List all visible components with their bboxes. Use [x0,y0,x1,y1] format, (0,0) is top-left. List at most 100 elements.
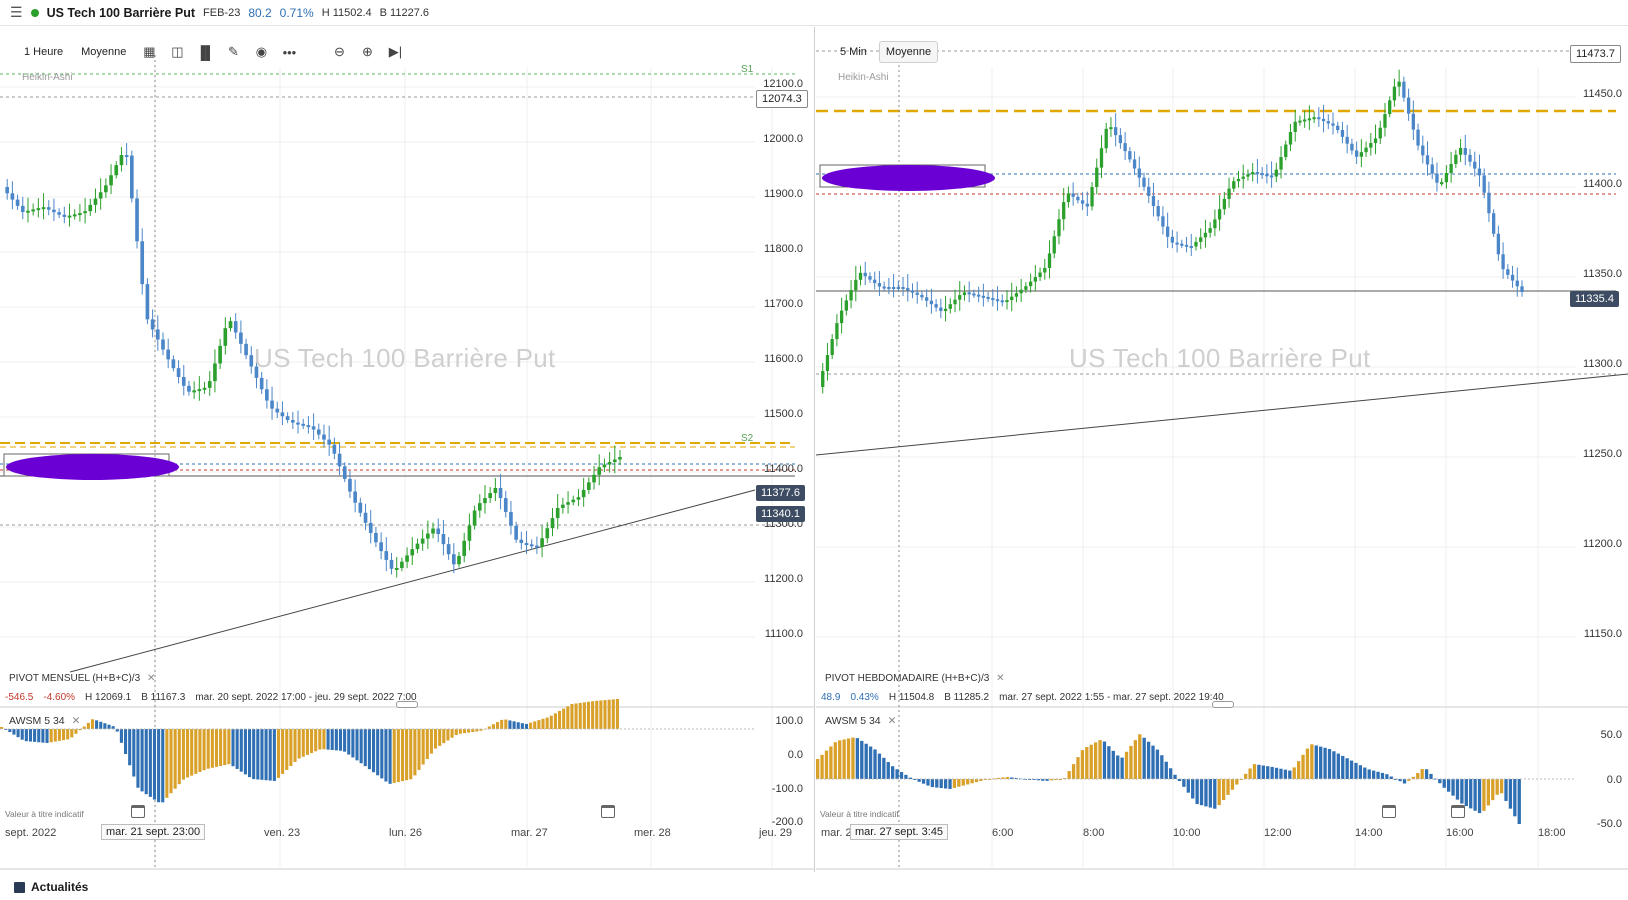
oscillator-bar [115,729,119,732]
candle-body [218,345,222,364]
bar-chart-icon[interactable]: ▐▌ [196,44,215,60]
oscillator-bar [1314,745,1318,779]
panel-resize-handle[interactable] [1212,701,1234,708]
awsm-indicator-label[interactable]: AWSM 5 34 ✕ [825,715,896,727]
pivot-indicator-label[interactable]: PIVOT MENSUEL (H+B+C)/3 ✕ [9,673,155,684]
awsm-indicator-label[interactable]: AWSM 5 34 ✕ [9,715,80,727]
candle-body [1251,172,1255,175]
candle-body [135,198,139,242]
candle-body [176,368,181,377]
candle-body [514,525,518,540]
oscillator-bar [314,729,318,752]
oscillator-bar [49,729,53,743]
zoom-in-icon[interactable]: ⊕ [361,44,373,59]
oscillator-bar [119,729,123,743]
zoom-out-icon[interactable]: ⊖ [333,44,345,59]
oscillator-bar [1371,770,1376,779]
candle-body [943,308,948,311]
oscillator-bar [471,729,475,733]
timeframe-button[interactable]: 1 Heure [24,46,64,58]
oscillator-bar [1129,745,1133,779]
oscillator-bar [1155,749,1160,779]
close-icon[interactable]: ✕ [996,673,1005,684]
oscillator-bar [66,729,70,740]
price-type-button[interactable]: Moyenne [81,46,127,58]
price-type-button[interactable]: Moyenne [878,41,939,63]
oscillator-bar [1398,779,1402,782]
time-axis-label: 18:00 [1538,827,1566,839]
candle-body [1458,148,1463,155]
candle-body [239,332,243,344]
calendar-icon[interactable] [1382,805,1396,818]
news-link[interactable]: Actualités [14,880,88,894]
oscillator-bar [943,779,948,789]
chart-pane-right[interactable]: 11450.0 11400.0 11350.0 11300.0 11250.0 11200… [816,27,1628,872]
candle-body [877,283,882,287]
chart-canvas-right[interactable]: 11450.0 11400.0 11350.0 11300.0 11250.0 11200… [816,27,1628,872]
oscillator-bar [992,778,996,780]
oscillator-bar [1005,777,1010,779]
calendar-icon[interactable] [601,805,615,818]
close-icon[interactable]: ✕ [146,673,156,684]
change-percent: 0.71% [279,5,314,20]
layout-icon[interactable]: ◫ [171,44,184,59]
candle-body [5,187,10,194]
eye-icon[interactable]: ◉ [255,44,268,59]
candle-body [311,426,316,430]
candle-body [1208,228,1212,233]
candle-body [1128,151,1132,160]
oscillator-bar [1473,779,1477,811]
calendar-icon[interactable] [1451,805,1465,818]
pivot-change-pct: -4.60% [43,692,76,703]
close-icon[interactable]: ✕ [887,715,897,727]
candle-body [868,276,872,280]
candle-body [1028,281,1033,287]
calendar-icon[interactable]: ▦ [143,44,156,59]
oscillator-bar [908,777,912,779]
price-axis-label: 11350.0 [1583,268,1622,280]
skip-end-icon[interactable]: ▶| [388,44,403,59]
candle-body [1326,121,1330,124]
candle-body [1047,253,1052,268]
price-tag-trendline: 11340.1 [756,506,805,522]
oscillator-bar [388,729,392,784]
oscillator-bar [256,729,260,780]
oscillator-bar [1380,772,1385,779]
calendar-icon[interactable] [131,805,145,818]
candle-body [88,204,93,212]
panel-resize-handle[interactable] [396,701,418,708]
time-axis-label: 10:00 [1173,827,1201,839]
candle-body [962,292,967,296]
time-axis-label: lun. 26 [389,827,423,839]
oscillator-bar [1226,779,1230,795]
oscillator-bar [939,779,943,789]
instrument-name[interactable]: US Tech 100 Barrière Put [46,5,196,20]
oscillator-axis-label: 100.0 [775,715,803,727]
timeframe-button[interactable]: 5 Min [840,46,867,58]
candle-body [1114,127,1118,136]
oscillator-bar [524,723,529,729]
oscillator-bar [429,729,433,754]
candle-body [15,199,20,206]
crosshair-time-label: mar. 21 sept. 23:00 [101,824,206,840]
oscillator-bar [1420,769,1424,779]
oscillator-bar [239,729,243,772]
pivot-indicator-label[interactable]: PIVOT HEBDOMADAIRE (H+B+C)/3 ✕ [825,673,1004,684]
oscillator-bar [396,729,400,783]
close-icon[interactable]: ✕ [71,715,81,727]
more-icon[interactable]: ••• [282,44,297,60]
menu-icon[interactable]: ☰ [10,4,23,20]
trendline [816,373,1628,456]
candle-body [925,297,929,301]
oscillator-bar [161,729,165,803]
candle-body [910,290,915,293]
oscillator-bar [45,729,49,743]
candle-body [358,502,363,513]
candle-body [291,419,295,423]
pencil-icon[interactable]: ✎ [227,44,239,59]
chart-canvas-left[interactable]: 12100.0 12000.0 11900.0 11800.0 11700.0 11600… [0,27,815,872]
candle-body [1491,213,1496,234]
candle-body [244,343,248,356]
candle-body [967,292,971,295]
chart-pane-left[interactable]: 12100.0 12000.0 11900.0 11800.0 11700.0 11600… [0,27,815,872]
